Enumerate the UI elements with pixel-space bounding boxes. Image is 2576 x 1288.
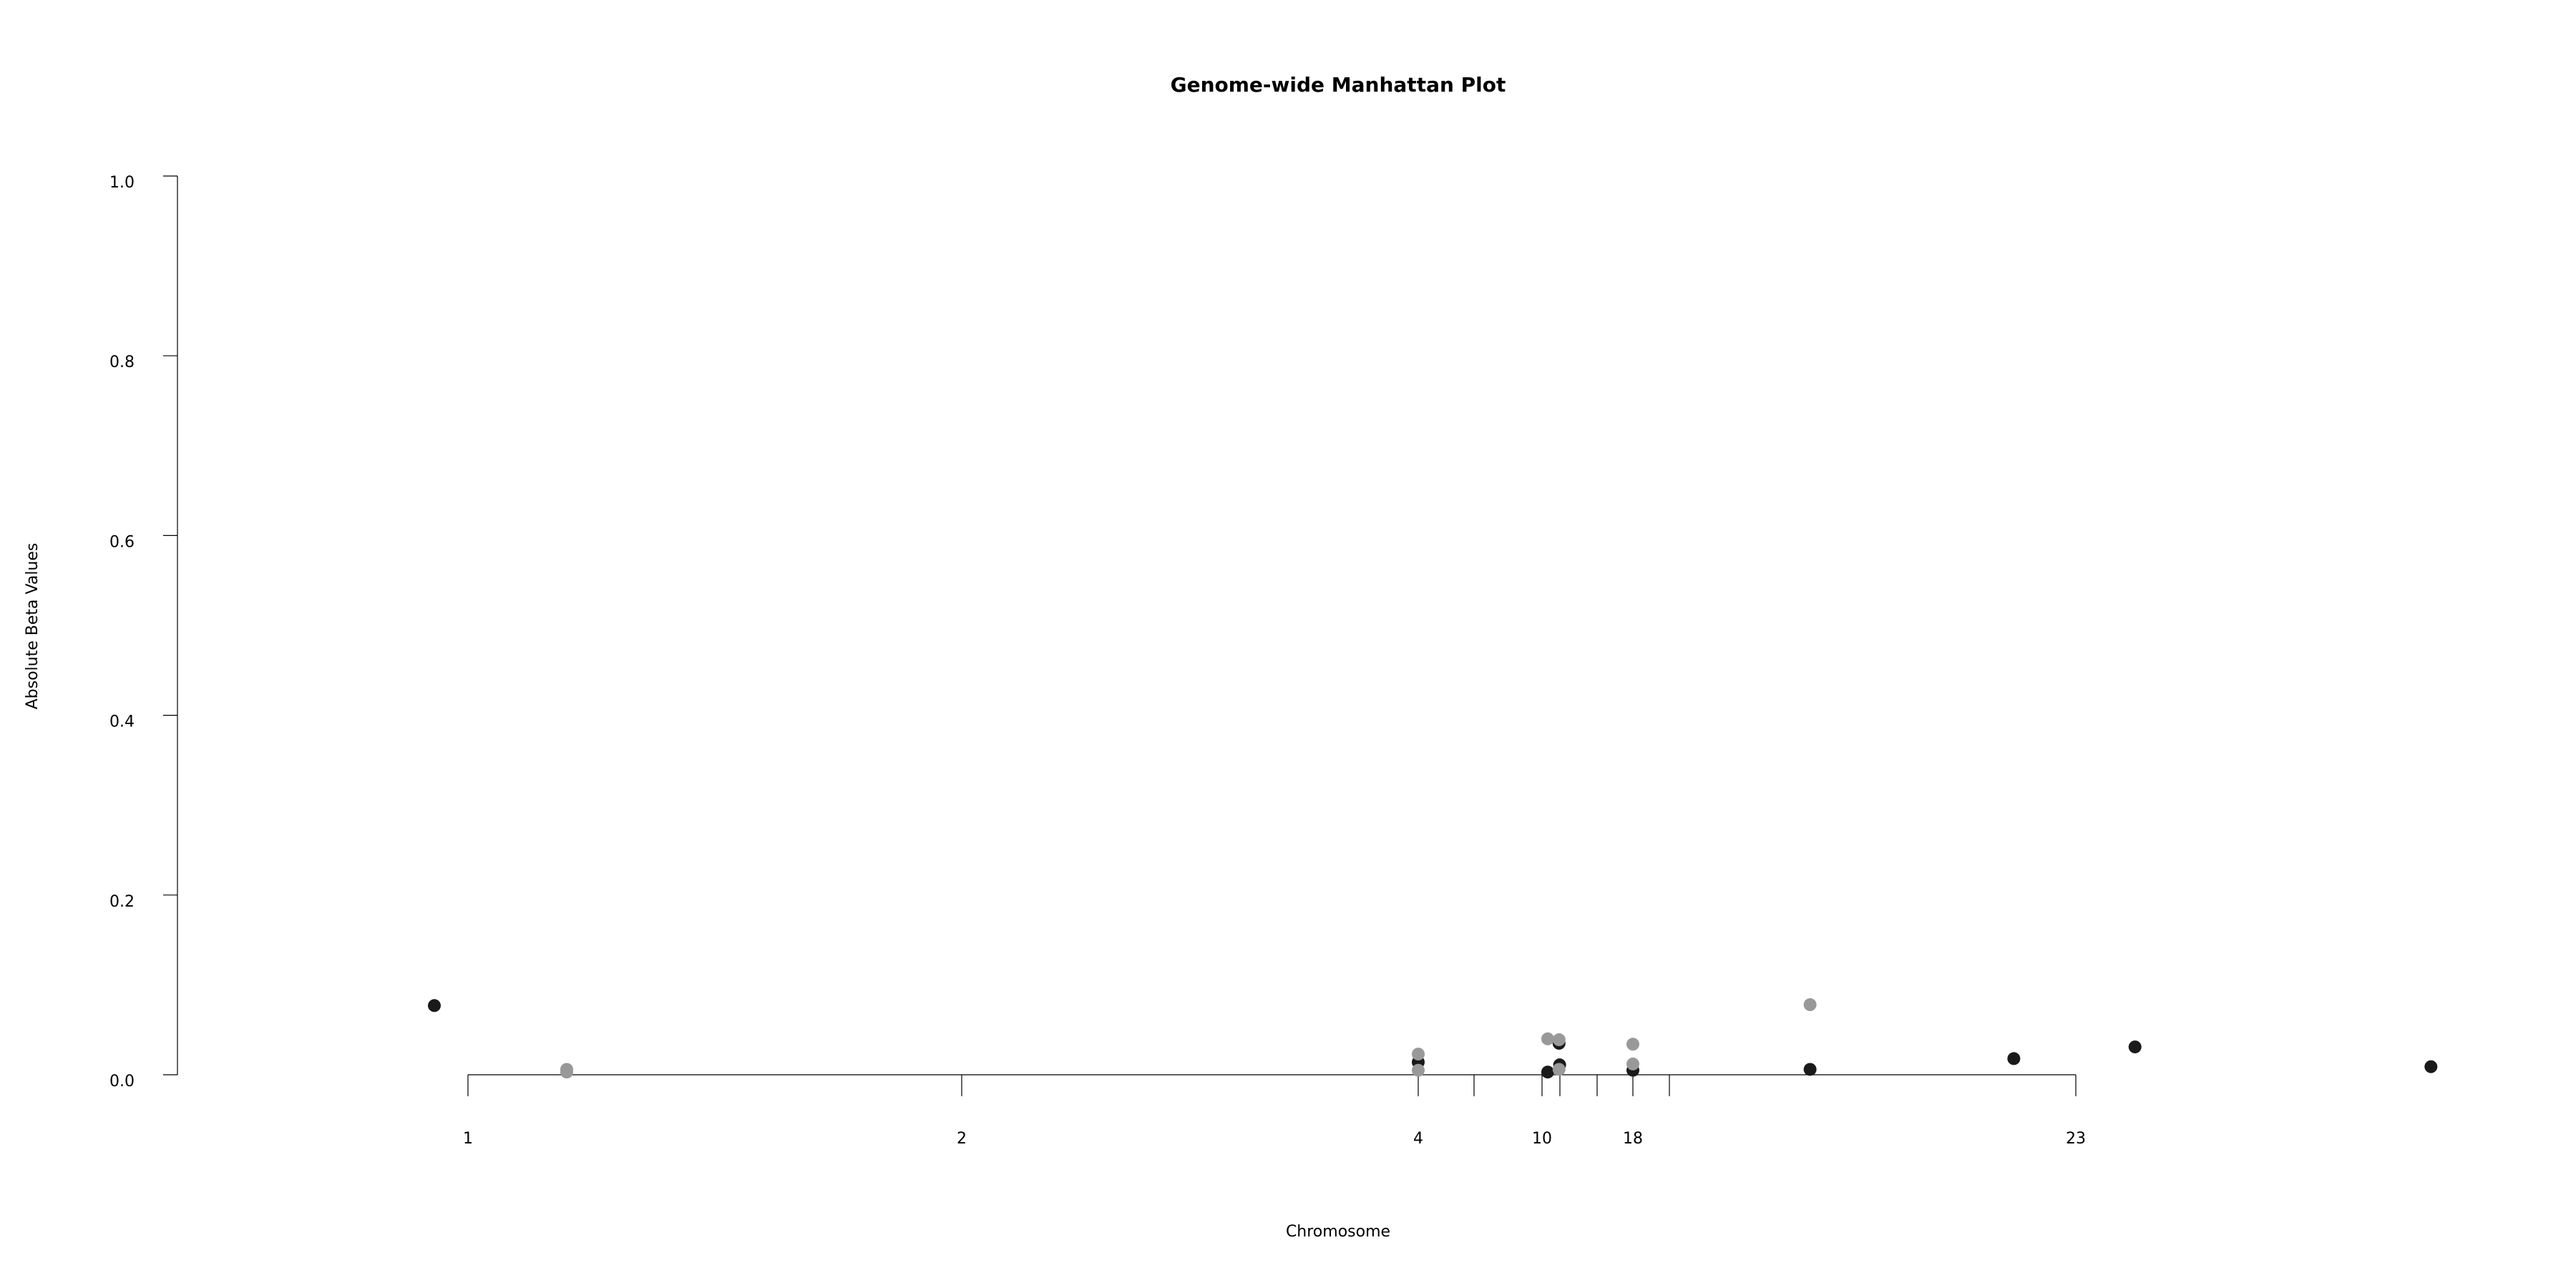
- data-point: [1552, 1033, 1566, 1047]
- data-point: [560, 1065, 573, 1079]
- data-point: [1541, 1065, 1554, 1079]
- x-tick-label: 18: [1623, 1130, 1643, 1148]
- data-point: [1541, 1032, 1554, 1045]
- y-tick-label: 0.4: [109, 713, 135, 731]
- x-tick-label: 1: [463, 1130, 473, 1148]
- data-point: [1412, 1048, 1425, 1061]
- x-tick-label: 10: [1532, 1130, 1552, 1148]
- y-tick-label: 0.0: [109, 1073, 135, 1091]
- data-point: [2128, 1040, 2142, 1054]
- data-point: [428, 999, 441, 1013]
- x-tick-label: 4: [1413, 1130, 1423, 1148]
- data-point: [1626, 1038, 1639, 1051]
- y-tick-label: 0.2: [109, 893, 135, 911]
- data-point: [1803, 998, 1817, 1012]
- data-point: [1552, 1063, 1566, 1076]
- data-point: [1803, 1063, 1817, 1076]
- y-tick-label: 0.6: [109, 533, 135, 551]
- data-point: [1626, 1057, 1639, 1070]
- y-axis-label: Absolute Beta Values: [24, 543, 42, 710]
- x-tick-label: 2: [957, 1130, 967, 1148]
- data-points: [428, 998, 2438, 1079]
- y-tick-label: 0.8: [109, 353, 135, 371]
- y-tick-label: 1.0: [109, 174, 135, 192]
- data-point: [2424, 1060, 2438, 1073]
- axes: 0.0 0.2 0.4 0.6 0.8 1.0 1 2 4 10 18 23: [109, 174, 2086, 1148]
- x-tick-label: 23: [2066, 1130, 2086, 1148]
- data-point: [1412, 1063, 1425, 1077]
- chart-title: Genome-wide Manhattan Plot: [1171, 73, 1506, 97]
- data-point: [2007, 1052, 2021, 1065]
- x-axis-label: Chromosome: [1286, 1223, 1390, 1241]
